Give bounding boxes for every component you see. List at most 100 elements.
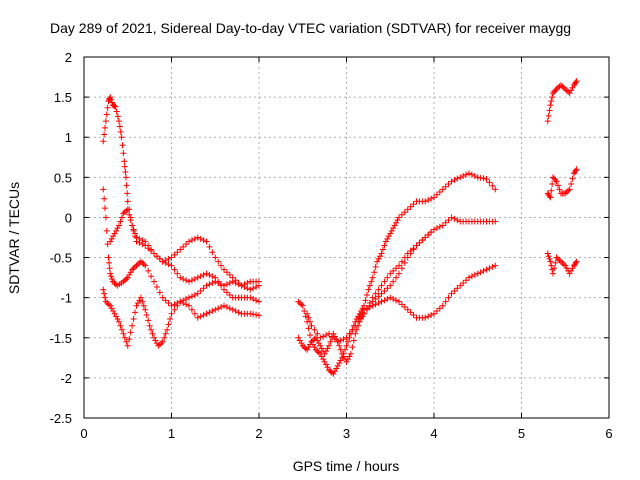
data-point (492, 262, 499, 269)
data-point (127, 269, 134, 276)
data-point (311, 326, 318, 333)
data-point (428, 195, 435, 202)
data-point (238, 282, 245, 289)
data-point (486, 265, 493, 272)
data-point (471, 172, 478, 179)
data-point (565, 187, 572, 194)
data-point (396, 214, 402, 221)
data-point (393, 265, 400, 272)
data-point (568, 181, 575, 188)
data-point (339, 350, 346, 357)
data-point (439, 302, 446, 309)
data-point (250, 296, 257, 303)
data-point (460, 172, 467, 179)
data-point (247, 310, 254, 317)
data-point (563, 265, 570, 272)
data-point (229, 306, 236, 313)
data-point (347, 350, 354, 357)
data-point (142, 262, 149, 269)
data-point (369, 274, 376, 281)
data-point (127, 329, 134, 336)
data-point (321, 350, 328, 357)
data-point (107, 270, 114, 277)
data-point (573, 258, 580, 265)
data-point (544, 250, 551, 257)
data-point (355, 318, 362, 325)
data-point (186, 278, 192, 285)
data-point (197, 273, 204, 280)
y-tick-label: 1.5 (54, 90, 72, 105)
data-point (298, 301, 305, 308)
data-point (554, 255, 561, 262)
data-point (328, 333, 335, 340)
x-tick-label: 3 (343, 426, 350, 441)
data-point (359, 309, 366, 316)
data-point (168, 262, 175, 269)
data-point (200, 285, 207, 292)
data-point (101, 131, 108, 138)
data-point (372, 296, 379, 303)
data-point (159, 258, 166, 265)
data-point (442, 183, 449, 190)
data-point (253, 297, 260, 304)
data-point (314, 330, 321, 337)
data-point (466, 274, 472, 281)
data-point (108, 235, 115, 242)
data-point (442, 219, 449, 226)
data-point (108, 305, 115, 312)
data-point (229, 278, 236, 285)
data-point (103, 111, 110, 118)
data-point (165, 300, 172, 307)
data-point (126, 336, 133, 343)
data-point (477, 174, 484, 181)
data-point (384, 296, 391, 303)
data-point (545, 253, 552, 260)
data-point (212, 254, 219, 261)
data-point (109, 99, 115, 106)
x-tick-label: 1 (168, 426, 175, 441)
data-point (153, 283, 160, 290)
data-point (407, 203, 414, 210)
data-point (361, 306, 367, 313)
data-point (296, 337, 303, 344)
data-point (102, 294, 108, 301)
data-point (346, 353, 353, 360)
data-point (352, 330, 359, 337)
data-point (250, 311, 257, 318)
data-point (174, 302, 181, 309)
data-point (410, 312, 417, 319)
data-point (368, 278, 375, 285)
data-point (343, 358, 350, 365)
data-point (209, 273, 216, 280)
data-point (552, 259, 559, 266)
data-point (349, 344, 356, 351)
data-point (545, 112, 552, 119)
data-point (156, 289, 163, 296)
data-point (104, 300, 111, 307)
data-point (108, 96, 115, 103)
data-point (454, 217, 461, 224)
data-point (396, 270, 402, 277)
data-point (445, 181, 452, 188)
data-point (323, 361, 330, 368)
data-point (337, 346, 344, 353)
data-point (136, 239, 143, 246)
data-point (215, 258, 222, 265)
data-point (177, 274, 184, 281)
data-point (572, 167, 579, 174)
data-point (486, 179, 493, 186)
data-point (110, 233, 117, 240)
data-point (573, 166, 580, 173)
data-point (307, 318, 314, 325)
data-point (308, 338, 315, 345)
data-point (223, 269, 230, 276)
data-point (235, 309, 242, 316)
data-point (100, 138, 107, 145)
data-point (183, 277, 190, 284)
data-point (124, 274, 131, 281)
data-point (401, 259, 408, 266)
data-point (431, 194, 437, 201)
data-point (142, 242, 149, 249)
data-point (191, 310, 198, 317)
data-point (385, 233, 392, 240)
